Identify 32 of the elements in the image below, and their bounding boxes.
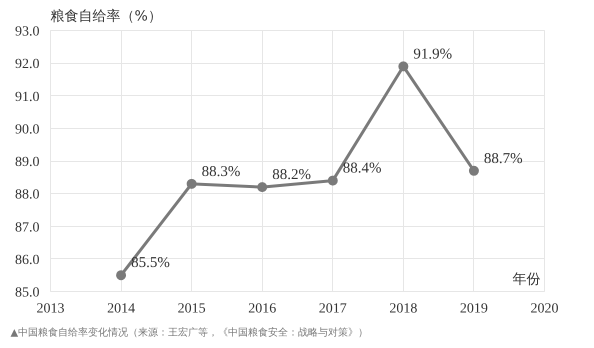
y-tick-label: 86.0: [15, 252, 40, 268]
data-label: 91.9%: [413, 46, 452, 62]
y-tick-label: 92.0: [15, 57, 40, 72]
point: [257, 182, 268, 192]
data-label: 85.5%: [131, 255, 170, 272]
y-tick-label: 88.0: [15, 188, 40, 203]
x-tick-label: 2014: [107, 302, 136, 316]
x-tick-label: 2017: [318, 302, 347, 316]
x-axis-title: 年份: [512, 272, 540, 288]
y-tick-label: 91.0: [15, 90, 40, 105]
y-tick-label: 93.0: [15, 24, 40, 40]
y-tick-label: 87.0: [15, 220, 40, 236]
y-tick-label: 90.0: [15, 122, 40, 138]
y-axis-title: 粮食自给率（%）: [50, 8, 162, 24]
y-tick-label: 85.0: [15, 286, 40, 300]
data-label: 88.7%: [484, 150, 523, 167]
x-tick-label: 2019: [460, 302, 488, 316]
x-tick-label: 2013: [36, 302, 64, 316]
point: [468, 166, 479, 176]
x-tick-label: 2015: [178, 302, 206, 316]
x-tick-label: 2016: [248, 302, 276, 316]
y-tick-label: 89.0: [15, 155, 40, 170]
data-label: 88.2%: [272, 167, 311, 184]
point: [398, 61, 408, 72]
data-label: 88.3%: [202, 164, 240, 180]
data-label: 88.4%: [342, 160, 382, 177]
point: [116, 270, 126, 280]
point: [328, 176, 338, 186]
point: [186, 178, 197, 189]
x-tick-label: 2018: [389, 302, 418, 316]
text: ▲中国粮食自给率变化情况（来源：王宏广等，《中国粮食安全：战略与对策》）: [10, 326, 368, 338]
x-tick-label: 2020: [530, 302, 558, 316]
